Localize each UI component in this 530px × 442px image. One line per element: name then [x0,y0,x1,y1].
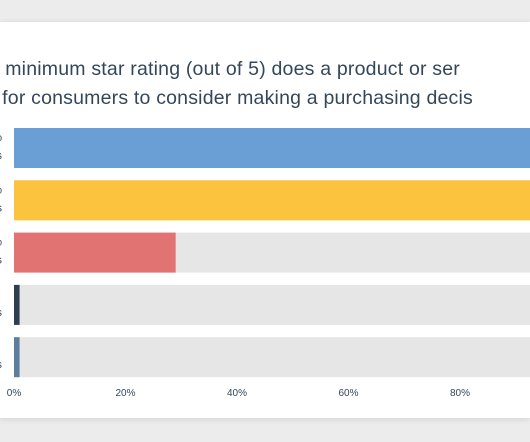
bar-label-fragment: % [0,182,2,196]
bar-track-4 [14,284,530,325]
bar-4 [14,284,20,325]
bar-group-2: %s [0,180,530,221]
bar-label-fragment: s [0,255,3,267]
bar-label-fragment: s [0,150,3,162]
bar-group-1: %s [0,128,530,168]
x-tick-label: 20% [115,388,135,399]
chart-title-line-2: l for consumers to consider making a pur… [0,87,473,109]
bar-label-fragment: % [0,235,2,249]
chart-title-line-1: t minimum star rating (out of 5) does a … [0,58,460,80]
bar-5 [14,337,20,378]
bar-group-5: s [0,337,530,378]
x-tick-label: 40% [227,388,247,399]
bar-1 [14,128,530,168]
x-tick-label: 80% [450,388,470,399]
bar-3 [14,232,176,273]
chart-title: t minimum star rating (out of 5) does a … [0,55,530,113]
x-tick-label: 60% [338,388,358,399]
bar-label-fragment: s [0,202,3,214]
bar-label-fragment: % [0,130,2,144]
bar-group-3: %s [0,232,530,273]
bar-label-fragment: s [0,359,3,371]
x-tick-label: 0% [7,388,22,399]
bar-track-5 [14,337,530,378]
bar-label-fragment: s [0,307,3,319]
bar-2 [14,180,530,221]
bar-group-4: s [0,284,530,325]
